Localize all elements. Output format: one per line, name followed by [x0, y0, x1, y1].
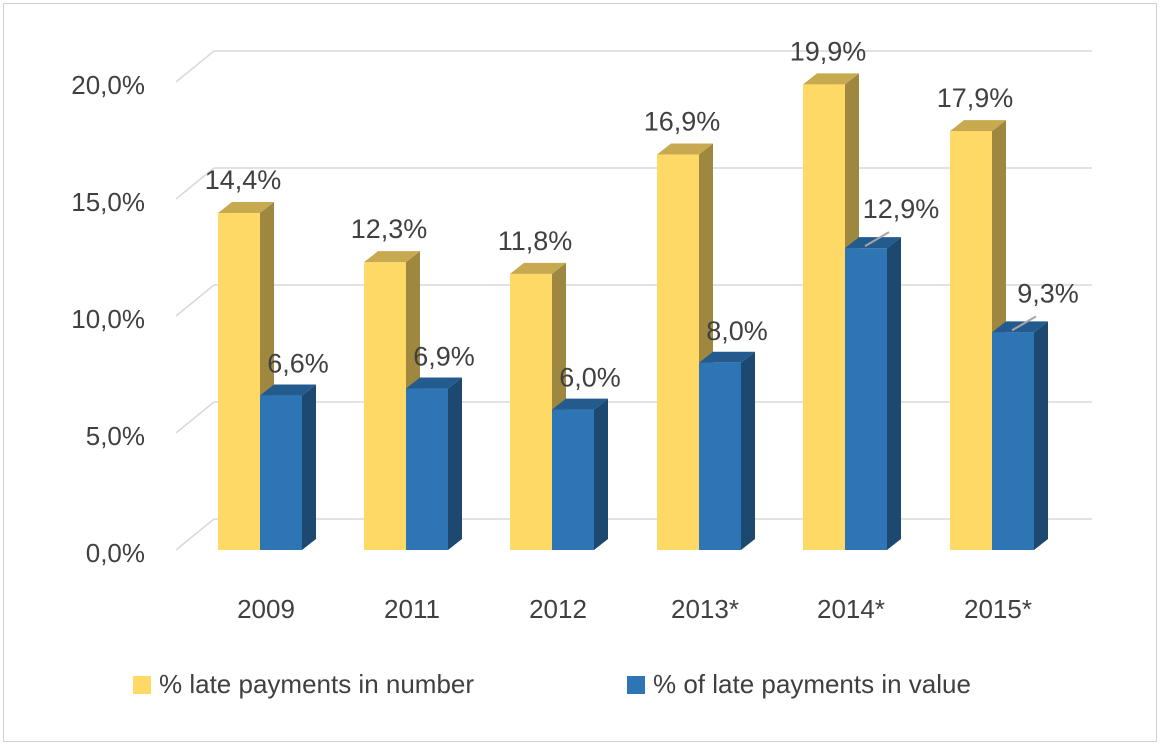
x-tick-label: 2012 [529, 594, 587, 624]
y-tick-label: 15,0% [71, 187, 145, 217]
data-label-number: 12,3% [351, 214, 428, 244]
data-label-value: 6,0% [559, 363, 621, 393]
bar-value-front [406, 388, 448, 550]
data-label-number: 11,8% [498, 226, 573, 256]
bar-number-top [218, 202, 274, 214]
bar-value-front [992, 332, 1034, 550]
bar-number-front [364, 262, 406, 550]
bar-value-top [406, 377, 462, 389]
bar-value-top [992, 321, 1048, 333]
bar-number-top [510, 262, 566, 274]
leader-line [864, 231, 890, 248]
legend-label-1: % late payments in number [159, 669, 474, 699]
bar-value-front [260, 395, 302, 550]
data-label-value: 6,6% [267, 349, 329, 379]
bar-value-top [260, 384, 316, 396]
bar-value-top [552, 398, 608, 410]
bar-number-front [803, 84, 845, 550]
bar-value-front [699, 362, 741, 550]
bar-value-front [845, 248, 887, 550]
data-label-value: 8,0% [706, 316, 768, 346]
x-tick-label: 2009 [237, 594, 295, 624]
x-tick-label: 2013* [671, 594, 739, 624]
bar-value-side [741, 351, 755, 550]
y-tick-label: 0,0% [86, 538, 145, 568]
gridline-slant [175, 50, 215, 83]
bar-number-front [218, 213, 260, 551]
data-label-value: 6,9% [413, 342, 475, 372]
data-label-value: 9,3% [1017, 278, 1079, 308]
legend-swatch-1 [133, 676, 151, 694]
data-label-number: 19,9% [790, 36, 867, 66]
bar-value-front [552, 409, 594, 550]
bar-number-front [657, 154, 699, 551]
bar-number-top [803, 73, 859, 85]
y-tick-label: 5,0% [86, 421, 145, 451]
bar-value-side [887, 237, 901, 550]
leader-line [1011, 315, 1037, 332]
data-label-number: 14,4% [205, 165, 282, 195]
data-label-number: 16,9% [644, 107, 721, 137]
bar-number-front [950, 131, 992, 550]
bar-value-side [594, 398, 608, 550]
gridline-slant [175, 167, 215, 200]
bar-value-top [699, 351, 755, 363]
bar-number-top [364, 251, 420, 263]
bar-number-top [657, 143, 713, 155]
bar-value-side [302, 384, 316, 550]
bar-number-top [950, 120, 1006, 132]
legend-label-2: % of late payments in value [653, 669, 971, 699]
bar-value-side [1034, 321, 1048, 550]
y-tick-label: 20,0% [71, 70, 145, 100]
x-tick-label: 2011 [384, 594, 440, 624]
bar-number-front [510, 273, 552, 550]
legend-swatch-2 [627, 676, 645, 694]
x-tick-label: 2014* [817, 594, 885, 624]
data-label-number: 17,9% [937, 83, 1014, 113]
gridline-slant [175, 518, 215, 551]
bar-value-side [448, 377, 462, 550]
gridline-slant [175, 284, 215, 317]
data-label-value: 12,9% [863, 194, 940, 224]
gridline-slant [175, 401, 215, 434]
x-tick-label: 2015* [964, 594, 1032, 624]
y-tick-label: 10,0% [71, 304, 145, 334]
bar-value-top [845, 237, 901, 249]
